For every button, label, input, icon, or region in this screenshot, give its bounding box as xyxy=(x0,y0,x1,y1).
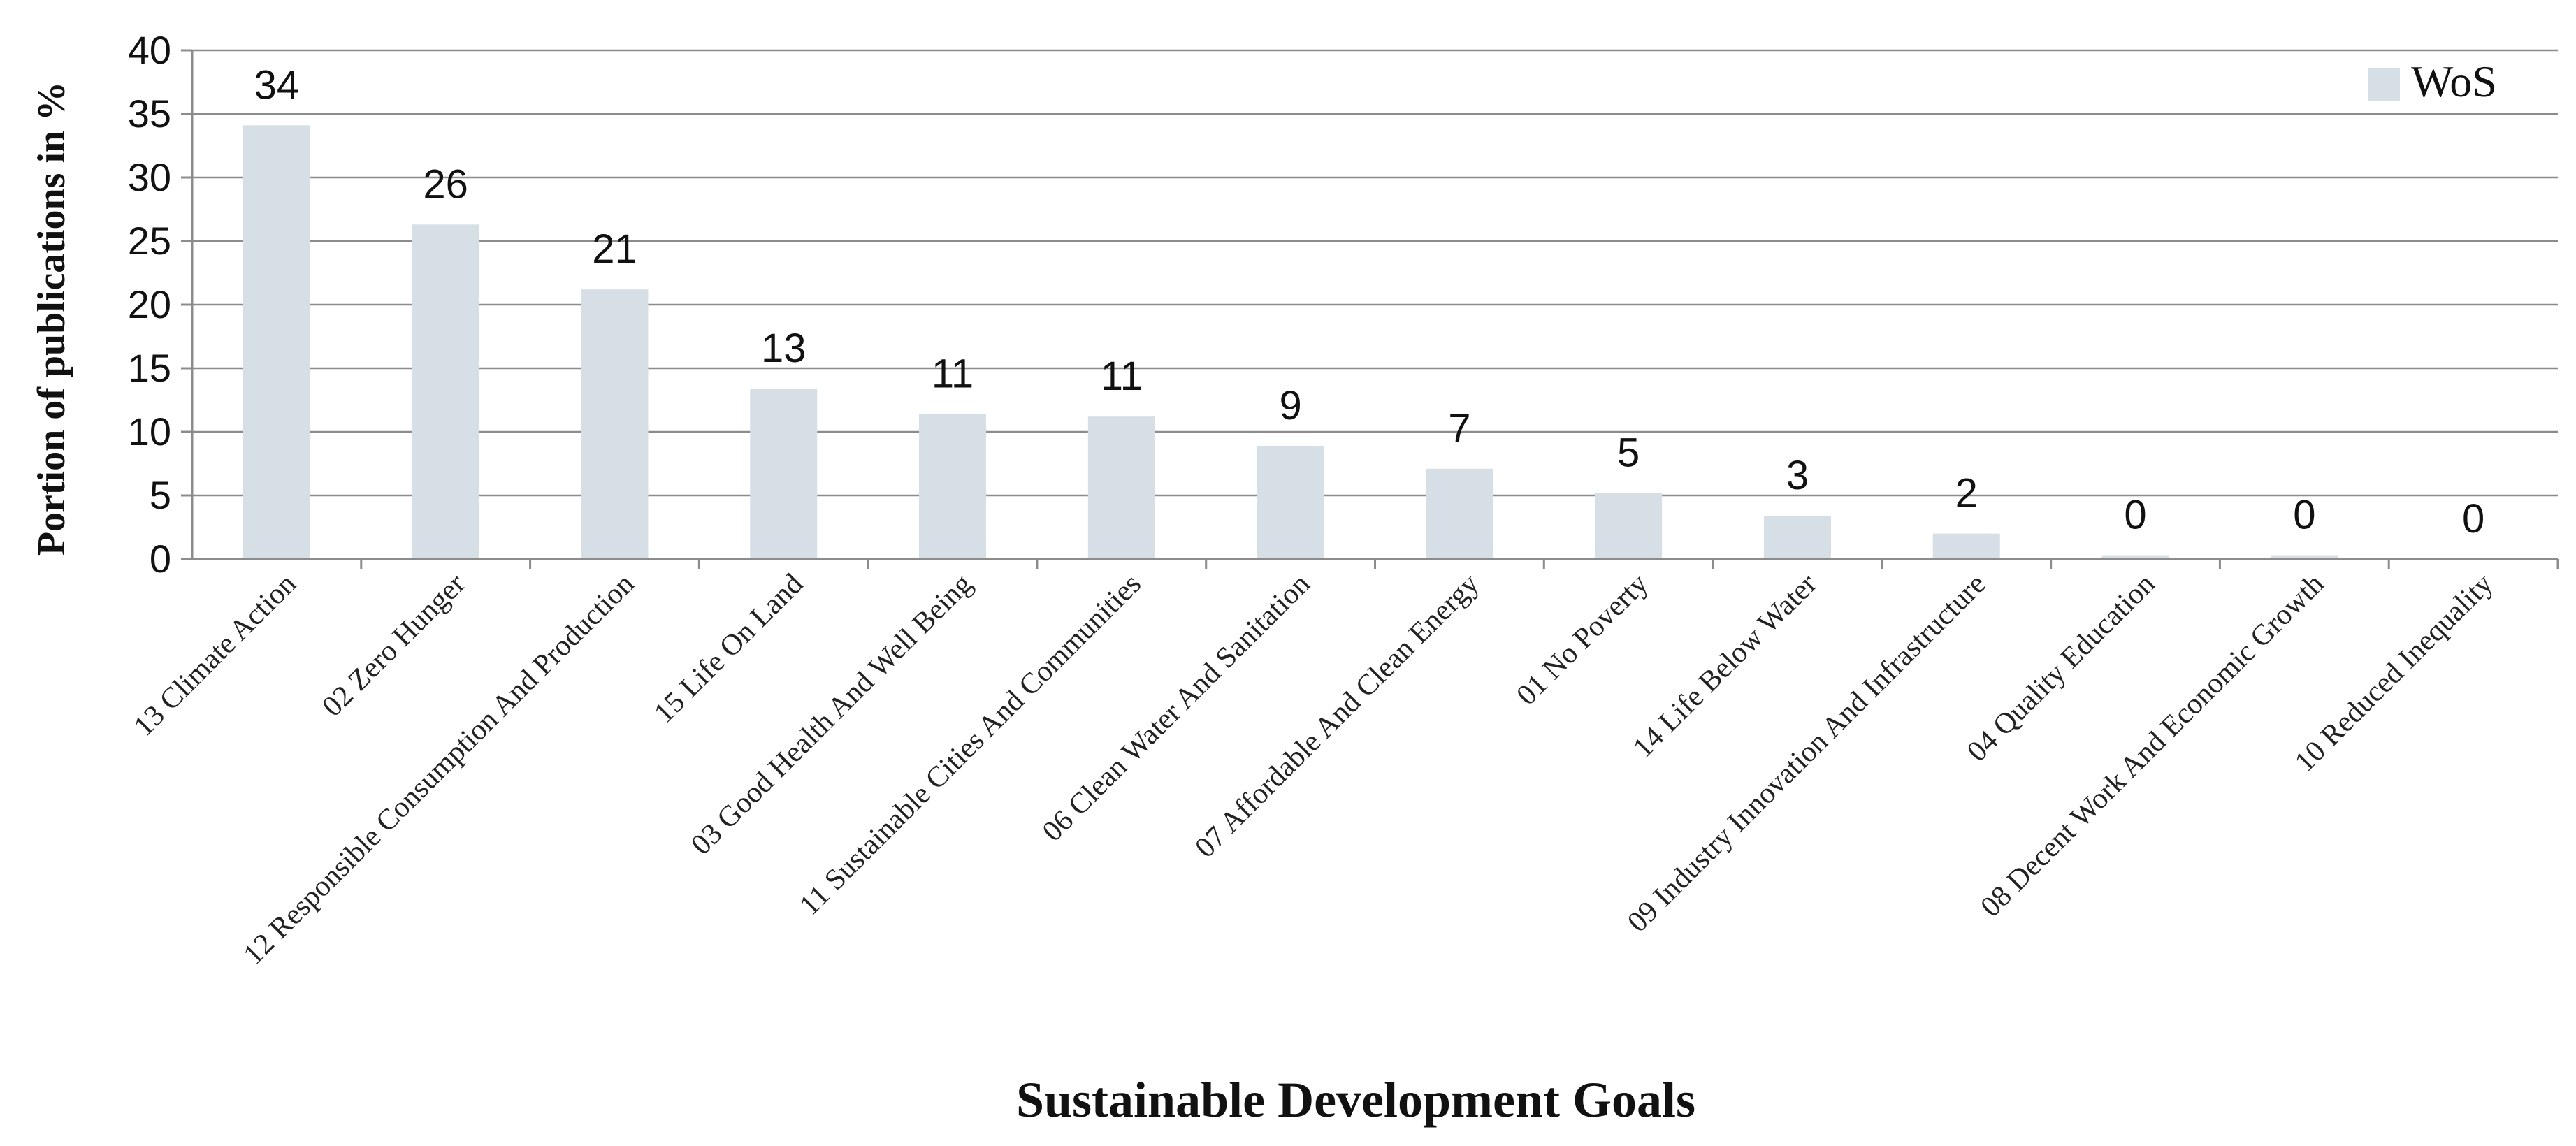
x-tick-label: 09 Industry Innovation And Infrastructur… xyxy=(1621,568,1992,939)
x-tick-label: 12 Responsible Consumption And Productio… xyxy=(238,568,641,971)
data-label: 26 xyxy=(423,161,468,207)
y-tick-label: 30 xyxy=(128,155,171,199)
bar xyxy=(1595,493,1663,559)
data-label: 0 xyxy=(2462,496,2484,542)
bar xyxy=(2101,555,2169,559)
bar xyxy=(243,125,310,559)
y-tick-label: 0 xyxy=(150,537,171,581)
y-tick-label: 5 xyxy=(150,473,171,517)
bar xyxy=(1763,516,1831,559)
x-tick-label: 07 Affordable And Clean Energy xyxy=(1189,568,1485,864)
bar xyxy=(1257,446,1324,559)
data-label: 0 xyxy=(2124,493,2146,538)
x-tick-label: 02 Zero Hunger xyxy=(317,568,472,723)
legend-label: WoS xyxy=(2411,57,2497,106)
x-tick-label: 11 Sustainable Cities And Communities xyxy=(793,568,1148,922)
data-label: 7 xyxy=(1448,406,1470,451)
data-label: 13 xyxy=(761,326,806,371)
data-label: 2 xyxy=(1955,471,1978,516)
bar xyxy=(1426,468,1493,559)
data-label: 5 xyxy=(1617,430,1640,475)
y-tick-label: 40 xyxy=(128,28,171,72)
y-tick-label: 10 xyxy=(128,409,171,454)
data-label: 9 xyxy=(1279,383,1301,428)
x-axis-title: Sustainable Development Goals xyxy=(1016,1072,1695,1128)
bar xyxy=(581,289,649,559)
data-label: 3 xyxy=(1786,453,1809,498)
bar xyxy=(1932,533,2000,559)
x-tick-label: 06 Clean Water And Sanitation xyxy=(1036,568,1317,848)
x-tick-label: 01 No Poverty xyxy=(1510,568,1654,712)
legend-swatch xyxy=(2368,68,2400,101)
x-tick-label: 15 Life On Land xyxy=(648,568,809,730)
x-tick-label: 14 Life Below Water xyxy=(1627,568,1823,764)
data-label: 11 xyxy=(932,351,974,397)
y-tick-label: 15 xyxy=(128,346,171,390)
data-label: 0 xyxy=(2293,493,2315,538)
data-label: 11 xyxy=(1101,354,1143,399)
bar xyxy=(919,414,987,559)
bar xyxy=(2271,555,2338,559)
data-label: 34 xyxy=(254,62,300,108)
bar xyxy=(412,224,479,559)
y-tick-label: 35 xyxy=(128,92,171,136)
y-axis-title: Portion of publications in % xyxy=(30,82,73,556)
x-tick-label: 13 Climate Action xyxy=(128,568,303,743)
x-tick-label: 03 Good Health And Well Being xyxy=(685,568,978,862)
y-tick-label: 20 xyxy=(128,282,171,326)
data-label: 21 xyxy=(592,226,637,272)
bar xyxy=(1087,416,1155,559)
bar xyxy=(750,389,818,559)
x-tick-label: 08 Decent Work And Economic Growth xyxy=(1975,568,2331,924)
y-tick-label: 25 xyxy=(128,219,171,263)
x-tick-label: 04 Quality Education xyxy=(1961,568,2162,769)
